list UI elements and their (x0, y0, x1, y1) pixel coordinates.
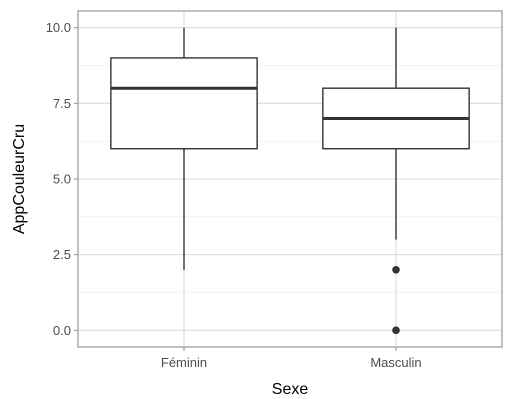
y-tick-label: 7.5 (53, 96, 71, 111)
x-tick-label: Masculin (370, 355, 421, 370)
box-2 (322, 27, 470, 335)
x-tick-label: Féminin (161, 355, 207, 370)
y-tick-label: 10.0 (46, 20, 71, 35)
outlier-point (392, 266, 400, 274)
outlier-point (392, 326, 400, 335)
y-tick-label: 0.0 (53, 323, 71, 338)
axes-layer: 0.0 2.5 5.0 7.5 10.0 Féminin Masculin (46, 20, 422, 370)
boxes-layer (110, 27, 470, 335)
y-tick-label: 2.5 (53, 247, 71, 262)
y-axis-title: AppCouleurCru (11, 124, 28, 234)
box-1 (110, 27, 258, 270)
x-axis-title: Sexe (272, 381, 309, 398)
iqr-box (110, 57, 258, 150)
y-tick-label: 5.0 (53, 172, 71, 187)
